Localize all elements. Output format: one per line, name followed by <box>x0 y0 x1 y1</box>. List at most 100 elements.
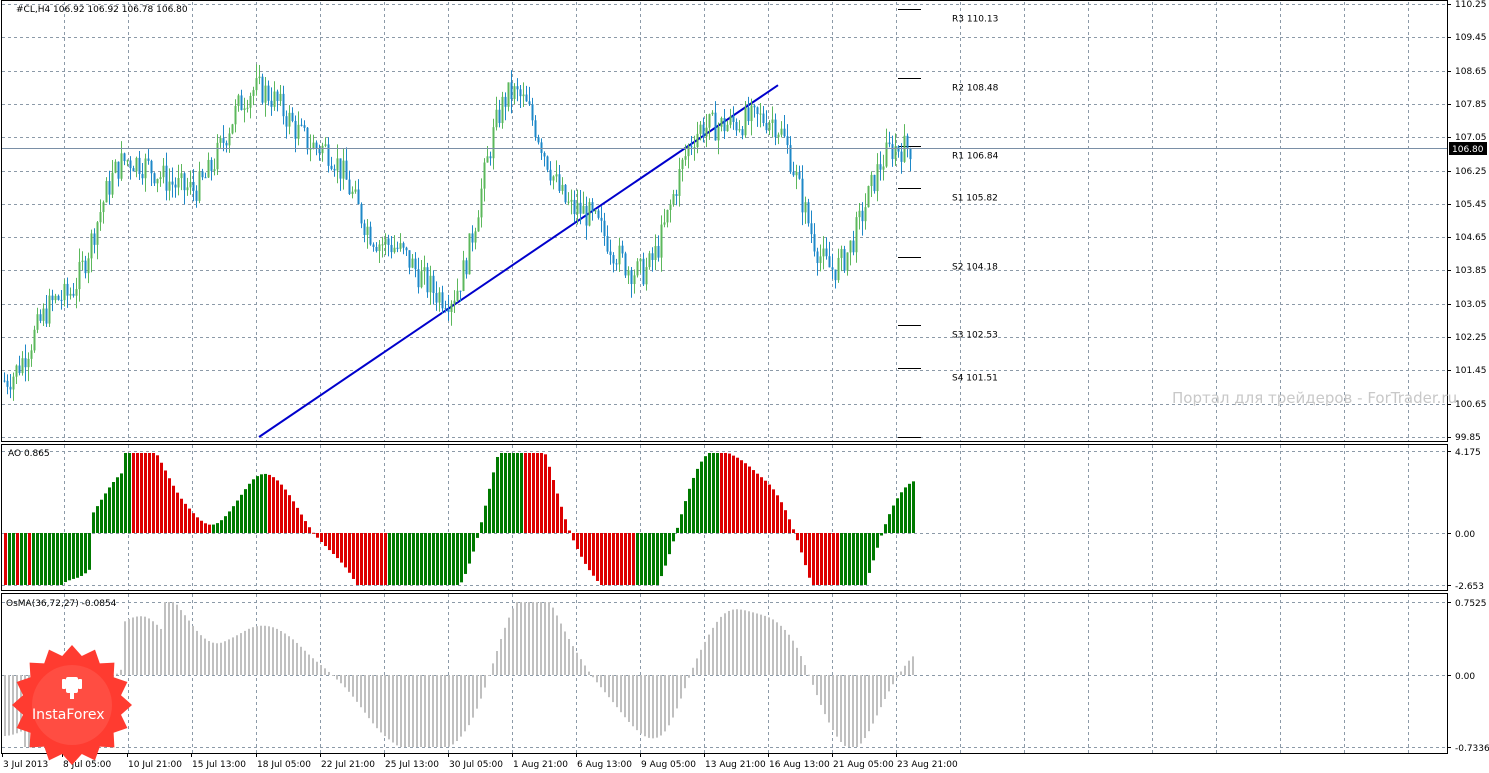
watermark-text: Портал для трейдеров - ForTrader.ru <box>1172 389 1457 407</box>
candle-body <box>303 125 306 128</box>
osma-bar <box>224 641 226 675</box>
candle-body <box>231 124 234 134</box>
candle-body <box>66 283 69 296</box>
candle-body <box>531 104 534 121</box>
osma-bar <box>736 609 738 675</box>
osma-bar <box>356 675 358 702</box>
osma-bar <box>860 675 862 744</box>
ao-bar <box>280 484 283 533</box>
osma-bar <box>460 675 462 737</box>
candle-body <box>105 181 108 203</box>
ao-bar <box>8 533 11 585</box>
osma-bar <box>384 675 386 737</box>
candle-body <box>615 263 618 265</box>
osma-bar <box>276 628 278 675</box>
ao-bar <box>384 533 387 585</box>
candle-body <box>447 309 450 312</box>
ao-bar <box>664 533 667 566</box>
ao-bar <box>812 533 815 585</box>
ao-bar <box>268 474 271 533</box>
ao-bar <box>844 533 847 585</box>
candle-body <box>618 245 621 265</box>
ao-bar <box>644 533 647 585</box>
candle-body <box>321 145 324 154</box>
candle-body <box>249 95 252 108</box>
candle-body <box>342 160 345 179</box>
ao-bar <box>840 533 843 585</box>
osma-bar <box>320 665 322 675</box>
candle-body <box>405 247 408 251</box>
candle-body <box>489 156 492 159</box>
osma-bar <box>472 675 474 718</box>
candle-body <box>246 107 249 109</box>
osma-bar <box>896 675 898 678</box>
main-chart-panel[interactable] <box>1 0 1448 442</box>
ao-bar <box>460 533 463 583</box>
candle-body <box>21 358 24 374</box>
candle-body <box>54 295 57 301</box>
candle-body <box>159 177 162 179</box>
candle-body <box>654 245 657 260</box>
ao-bar <box>124 453 127 533</box>
ao-bar <box>740 460 743 533</box>
ao-bar <box>584 533 587 564</box>
ao-bar <box>648 533 651 585</box>
candle-body <box>585 205 588 226</box>
ao-bar <box>552 480 555 533</box>
ao-bar <box>420 533 423 585</box>
osma-bar <box>856 675 858 747</box>
ao-bar <box>252 479 255 533</box>
time-tick-label: 21 Aug 05:00 <box>833 760 894 770</box>
osma-bar <box>664 675 666 732</box>
ao-bar <box>624 533 627 585</box>
candle-body <box>783 128 786 137</box>
candle-body <box>132 168 135 172</box>
candle-body <box>294 120 297 139</box>
candle-body <box>438 292 441 303</box>
ao-bar <box>540 453 543 533</box>
ao-bar <box>880 533 883 536</box>
candle-body <box>498 109 501 124</box>
candle-body <box>555 174 558 177</box>
candle-body <box>738 129 741 131</box>
candle-body <box>363 223 366 236</box>
candle-body <box>711 112 714 115</box>
osma-bar <box>244 630 246 675</box>
candle-body <box>12 376 15 390</box>
osma-bar <box>500 639 502 675</box>
ao-bar <box>668 533 671 555</box>
osma-bar <box>808 674 810 676</box>
ao-bar <box>732 455 735 533</box>
candle-body <box>594 210 597 212</box>
time-tick-label: 16 Aug 13:00 <box>769 760 830 770</box>
osma-bar <box>316 661 318 675</box>
candle-body <box>297 124 300 139</box>
candle-body <box>141 173 144 179</box>
candle-body <box>51 295 54 301</box>
candle-body <box>597 210 600 218</box>
ao-bar <box>776 495 779 533</box>
candle-body <box>306 127 309 150</box>
osma-bar <box>812 675 814 685</box>
time-axis: 3 Jul 2013 8 Jul 05:00 10 Jul 21:00 15 Jul … <box>2 753 958 770</box>
time-tick-label: 30 Jul 05:00 <box>449 760 503 770</box>
candle-body <box>861 210 864 222</box>
osma-bar <box>636 675 638 731</box>
ao-bar <box>236 500 239 533</box>
candle-body <box>417 269 420 288</box>
osma-bar <box>600 675 602 688</box>
ao-bar <box>364 533 367 585</box>
osma-bar <box>260 625 262 675</box>
candle-body <box>678 169 681 196</box>
candle-body <box>753 105 756 108</box>
candle-body <box>723 117 726 132</box>
candle-body <box>735 122 738 131</box>
ao-bar <box>244 489 247 533</box>
osma-bar <box>616 675 618 708</box>
candle-body <box>327 144 330 166</box>
candle-body <box>765 122 768 131</box>
candle-body <box>96 222 99 245</box>
osma-bar <box>528 602 530 675</box>
osma-bar <box>584 665 586 675</box>
